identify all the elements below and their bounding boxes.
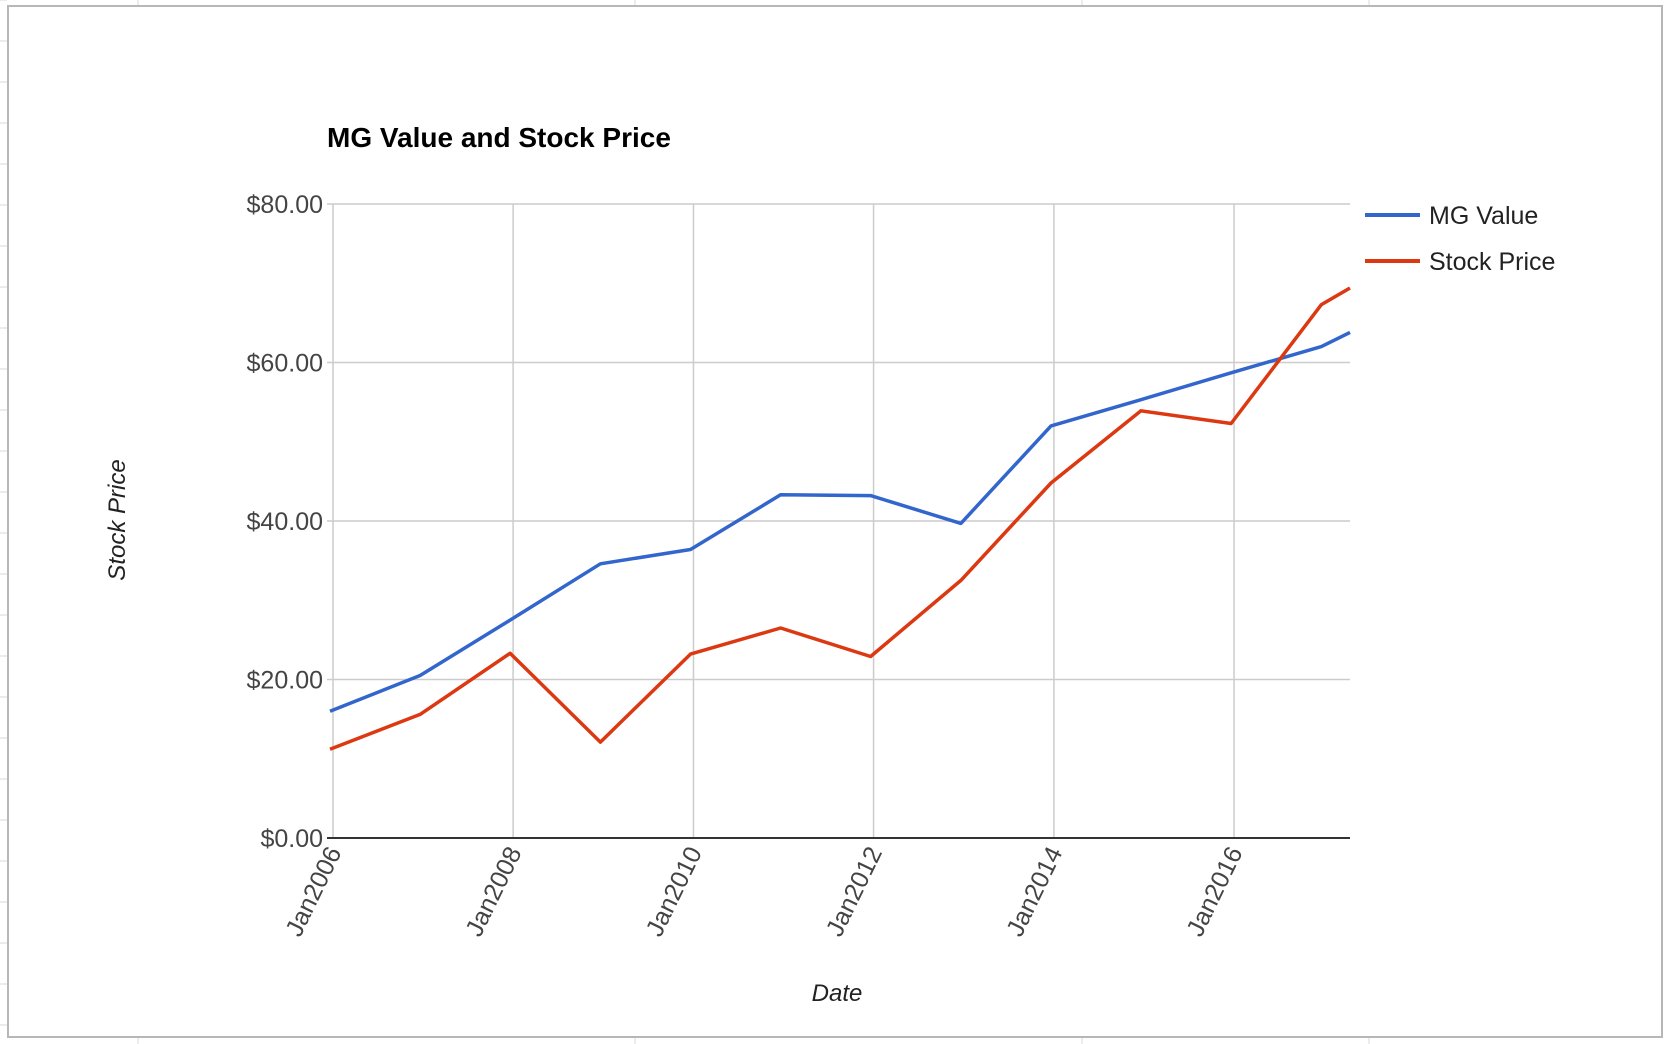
series-lines (329, 286, 1351, 751)
series-line-stock-price[interactable] (329, 286, 1351, 751)
legend-label-mg-value: MG Value (1429, 202, 1538, 230)
y-axis-label: Stock Price (104, 459, 131, 580)
y-tick-label: $40.00 (247, 508, 323, 536)
legend-item-mg-value[interactable]: MG Value (1365, 202, 1538, 230)
x-tick-label: Jan2010 (641, 842, 708, 941)
x-tick-label: Jan2006 (280, 842, 347, 941)
legend-item-stock-price[interactable]: Stock Price (1365, 248, 1555, 276)
legend[interactable]: MG Value Stock Price (1365, 202, 1555, 276)
y-tick-label: $60.00 (247, 350, 323, 378)
line-chart[interactable]: $0.00 $20.00 $40.00 $60.00 $80.00 Jan2006 Jan2… (7, 5, 1663, 1038)
x-tick-label: Jan2008 (460, 842, 527, 941)
tick-labels: $0.00 $20.00 $40.00 $60.00 $80.00 Jan2006 Jan2… (247, 191, 1249, 941)
x-axis-label: Date (812, 980, 863, 1007)
y-tick-label: $0.00 (260, 825, 323, 853)
x-tick-label: Jan2012 (821, 842, 888, 941)
x-tick-label: Jan2014 (1001, 842, 1068, 941)
gridlines (327, 203, 1350, 838)
y-tick-label: $80.00 (247, 191, 323, 219)
series-line-mg-value[interactable] (329, 330, 1351, 713)
chart-title: MG Value and Stock Price (327, 122, 671, 153)
y-tick-label: $20.00 (247, 667, 323, 695)
legend-label-stock-price: Stock Price (1429, 248, 1555, 276)
x-tick-label: Jan2016 (1181, 842, 1248, 941)
